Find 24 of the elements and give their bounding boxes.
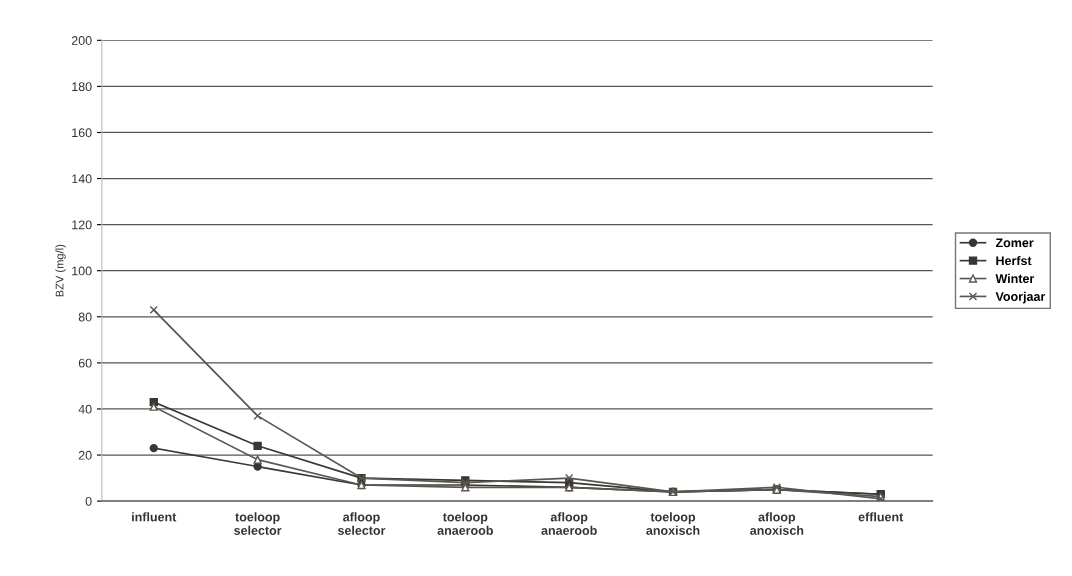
y-tick-label: 180 (72, 82, 92, 92)
x-tick-label: toeloop anoxisch (646, 512, 700, 535)
x-tick-label: influent (132, 512, 177, 522)
y-tick-label: 200 (71, 36, 92, 45)
legend-label: Herfst (996, 255, 1032, 266)
y-tick-label: 0 (85, 496, 92, 506)
y-tick-label: 60 (78, 358, 92, 368)
x-tick-label: afloop anaeroob (541, 512, 597, 535)
y-tick-label: 100 (72, 266, 92, 276)
legend-label: Zomer (995, 238, 1034, 248)
y-tick-label: 140 (72, 174, 92, 184)
y-tick-label: 20 (78, 450, 92, 460)
x-tick-label: effluent (858, 512, 904, 522)
legend-label: Winter (995, 273, 1035, 284)
y-tick-label: 160 (72, 128, 92, 138)
y-tick-label: 40 (78, 404, 92, 414)
x-tick-label: afloop anoxisch (750, 512, 804, 535)
y-tick-label: 120 (72, 220, 92, 230)
y-axis-title: BZV (mg/l) (55, 244, 66, 297)
x-tick-label: afloop selector (337, 512, 386, 535)
x-tick-label: toeloop anaeroob (437, 512, 493, 535)
x-tick-label: toeloop selector (234, 512, 282, 535)
y-tick-label: 80 (78, 312, 92, 322)
legend-label: Voorjaar (995, 291, 1046, 304)
